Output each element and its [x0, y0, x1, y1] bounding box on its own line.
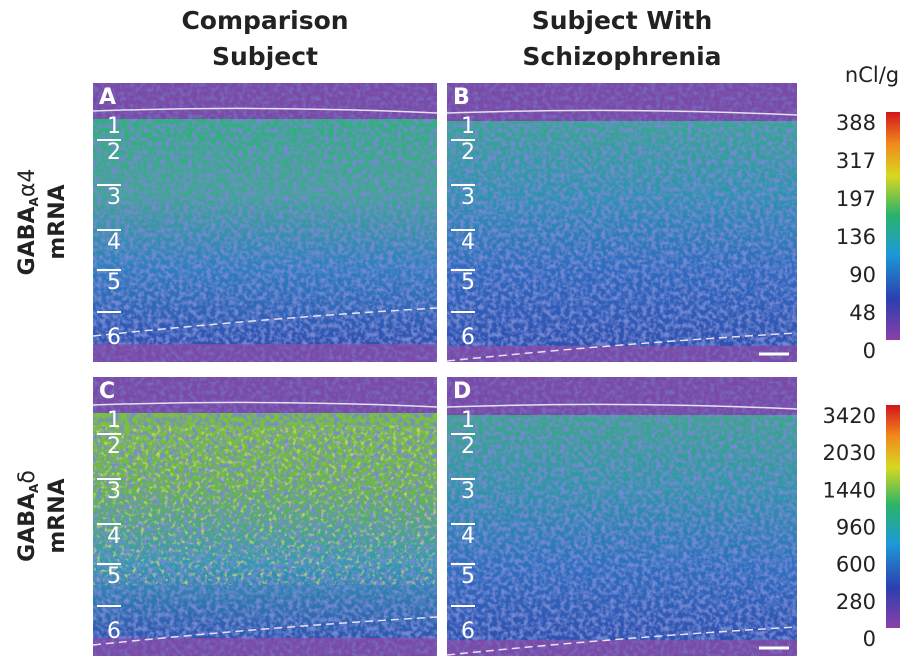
layer-label: 2 — [461, 140, 475, 165]
row-label-line: GABAAδ — [15, 470, 41, 562]
layer-label: 1 — [461, 408, 475, 433]
column-title: Schizophrenia — [522, 42, 721, 71]
colorbar-tick-label: 1440 — [823, 478, 876, 502]
pial-line — [446, 109, 798, 116]
white-matter-line — [446, 332, 798, 362]
panel-letter: D — [453, 379, 471, 404]
panel: A 12 3 4 5 6 — [92, 83, 438, 362]
colorbar-tick-label: 90 — [849, 263, 876, 287]
colorbar-tick-label: 2030 — [823, 441, 876, 465]
layer-label: 3 — [107, 185, 121, 210]
column-title: Subject — [212, 42, 318, 71]
colorbar-tick-label: 48 — [849, 301, 876, 325]
pial-line — [92, 401, 438, 408]
layer-label: 2 — [107, 140, 121, 165]
subscript: A — [27, 483, 41, 493]
layer-label: 5 — [107, 564, 121, 589]
row-label-line: GABAAα4 — [15, 169, 41, 276]
colorbar-tick-label: 197 — [836, 187, 876, 211]
panel-letter: A — [99, 85, 116, 110]
subscript: A — [27, 196, 41, 206]
gene: GABA — [15, 206, 40, 275]
colorbar-tick-label: 960 — [836, 516, 876, 540]
white-matter-line — [446, 626, 798, 656]
panel: D 12 3 4 5 6 — [446, 377, 798, 656]
colorbar-tick-label: 0 — [863, 339, 876, 363]
colorbar-tick-label: 317 — [836, 149, 876, 173]
layer-label: 6 — [461, 325, 475, 350]
layer-label: 6 — [107, 325, 121, 350]
layer-label: 1 — [107, 408, 121, 433]
layer-label: 2 — [461, 434, 475, 459]
colorbar-tick-label: 388 — [836, 111, 876, 135]
row-label-line: mRNA — [45, 478, 70, 553]
colorbar-tick-label: 136 — [836, 225, 876, 249]
column-title: Subject With — [532, 6, 713, 35]
layer-label: 5 — [461, 564, 475, 589]
layer-label: 5 — [461, 270, 475, 295]
layer-label: 4 — [461, 524, 475, 549]
panel-letter: B — [453, 85, 470, 110]
white-matter-line — [92, 616, 438, 646]
panel-letter: C — [99, 379, 115, 404]
colorbar — [886, 112, 900, 340]
subunit: δ — [15, 470, 40, 483]
colorbar-tick-label: 3420 — [823, 404, 876, 428]
layer-label: 6 — [461, 619, 475, 644]
layer-label: 3 — [461, 185, 475, 210]
colorbar — [886, 405, 900, 628]
layer-label: 4 — [461, 230, 475, 255]
layer-label: 2 — [107, 434, 121, 459]
subunit: α4 — [15, 169, 40, 198]
colorbar-tick-label: 600 — [836, 553, 876, 577]
texture-outer — [93, 83, 437, 362]
pial-line — [92, 107, 438, 114]
layer-label: 6 — [107, 619, 121, 644]
gene: GABA — [15, 493, 40, 562]
unit-label: nCl/g — [845, 63, 899, 87]
texture-outer — [447, 83, 797, 362]
row-label-line: mRNA — [45, 184, 70, 259]
texture-outer — [447, 377, 797, 656]
panel: B 12 3 4 5 6 — [446, 83, 798, 362]
layer-label: 1 — [461, 114, 475, 139]
layer-label: 4 — [107, 230, 121, 255]
texture-outer — [93, 377, 437, 656]
colorbar-tick-label: 0 — [863, 627, 876, 651]
column-title: Comparison — [181, 6, 348, 35]
pial-line — [446, 403, 798, 410]
layer-label: 1 — [107, 114, 121, 139]
layer-label: 4 — [107, 524, 121, 549]
colorbar-tick-label: 280 — [836, 590, 876, 614]
layer-label: 5 — [107, 270, 121, 295]
panel: C 12 3 4 5 6 — [92, 377, 438, 656]
layer-label: 3 — [107, 479, 121, 504]
layer-label: 3 — [461, 479, 475, 504]
white-matter-line — [92, 307, 438, 337]
